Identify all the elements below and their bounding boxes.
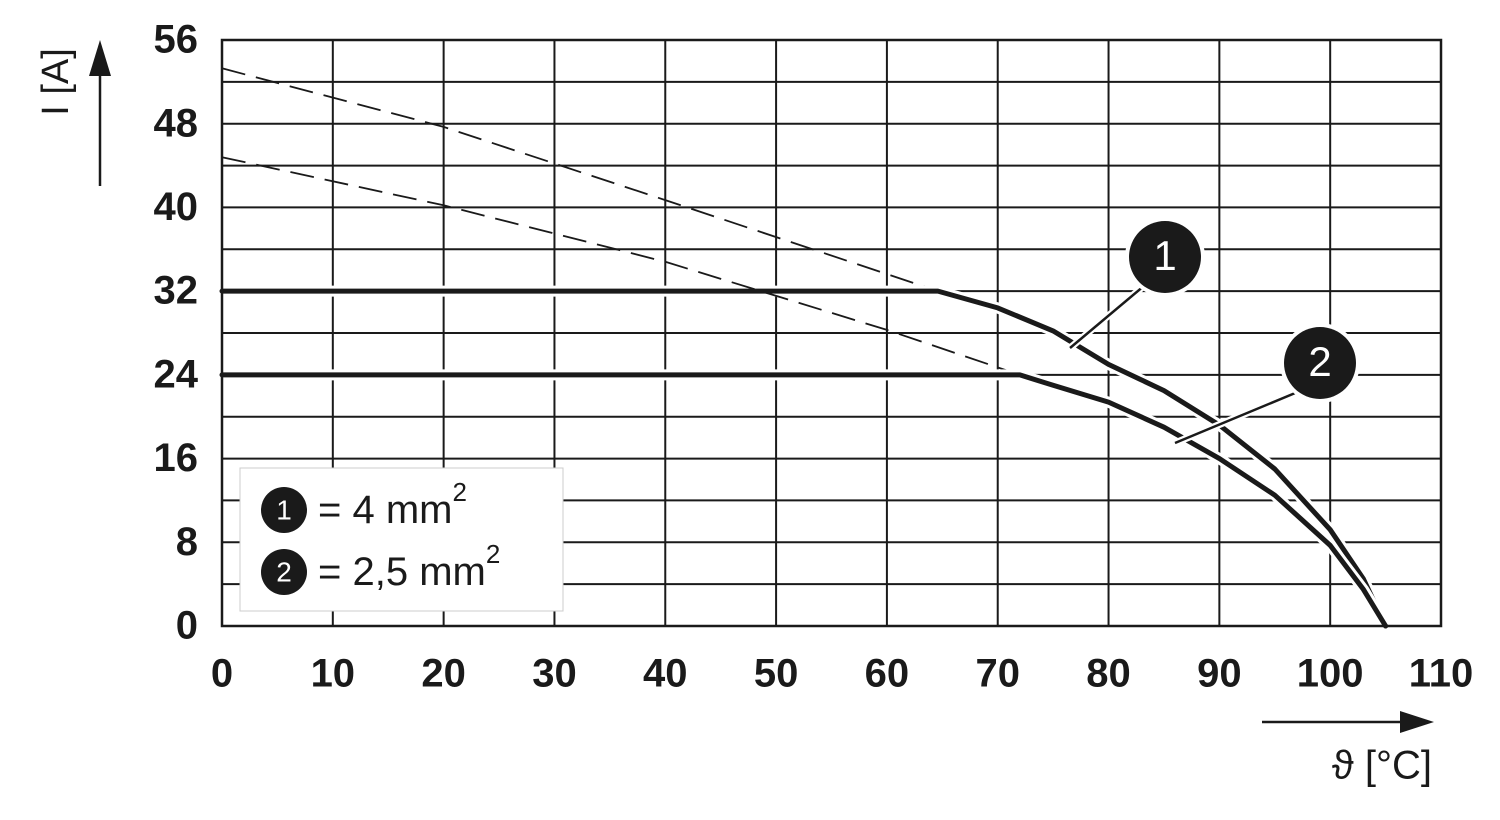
callout-badge (1284, 327, 1356, 399)
legend-badge (261, 487, 307, 533)
legend-superscript: 2 (452, 477, 466, 507)
x-tick-label: 20 (421, 652, 466, 696)
legend-label: = 2,5 mm2 (318, 539, 500, 594)
callout-leader (1069, 284, 1146, 349)
callout-number: 1 (1153, 232, 1176, 279)
series-line (219, 288, 1389, 629)
x-axis-arrowhead (1400, 711, 1434, 733)
x-tick-label: 60 (865, 652, 910, 696)
y-tick-label: 48 (154, 101, 199, 145)
y-tick-label: 56 (154, 18, 199, 62)
x-tick-label: 10 (311, 652, 356, 696)
y-tick-label: 8 (176, 520, 198, 564)
legend-superscript: 2 (486, 539, 500, 569)
legend-number: 1 (276, 494, 292, 525)
extrapolation-line (221, 156, 1021, 376)
callout-badge (1129, 221, 1201, 293)
legend-text: = 2,5 mm (318, 550, 486, 594)
x-tick-label: 80 (1086, 652, 1131, 696)
x-tick-label: 30 (532, 652, 577, 696)
plot-border (220, 38, 1443, 628)
callout-number: 2 (1308, 338, 1331, 385)
legend-label: = 4 mm2 (318, 477, 467, 532)
series-line (219, 372, 1389, 629)
y-tick-label: 40 (154, 185, 199, 229)
y-axis-arrowhead (89, 40, 111, 76)
y-tick-label: 0 (176, 604, 198, 648)
x-tick-label: 40 (643, 652, 688, 696)
y-tick-label: 32 (154, 269, 199, 313)
x-tick-label: 70 (975, 652, 1020, 696)
x-tick-label: 50 (754, 652, 799, 696)
y-tick-label: 24 (154, 352, 199, 396)
x-tick-label: 100 (1297, 652, 1364, 696)
legend-number: 2 (276, 556, 292, 587)
y-axis-label: I [A] (35, 48, 77, 116)
callout-leader (1174, 389, 1301, 445)
x-tick-label: 0 (211, 652, 233, 696)
legend-text: = 4 mm (318, 488, 452, 532)
legend-badge (261, 549, 307, 595)
extrapolation-line (221, 67, 939, 292)
x-tick-label: 90 (1197, 652, 1242, 696)
x-axis-label: ϑ [°C] (1332, 744, 1432, 788)
x-tick-label: 110 (1409, 652, 1474, 696)
y-tick-label: 16 (154, 436, 199, 480)
